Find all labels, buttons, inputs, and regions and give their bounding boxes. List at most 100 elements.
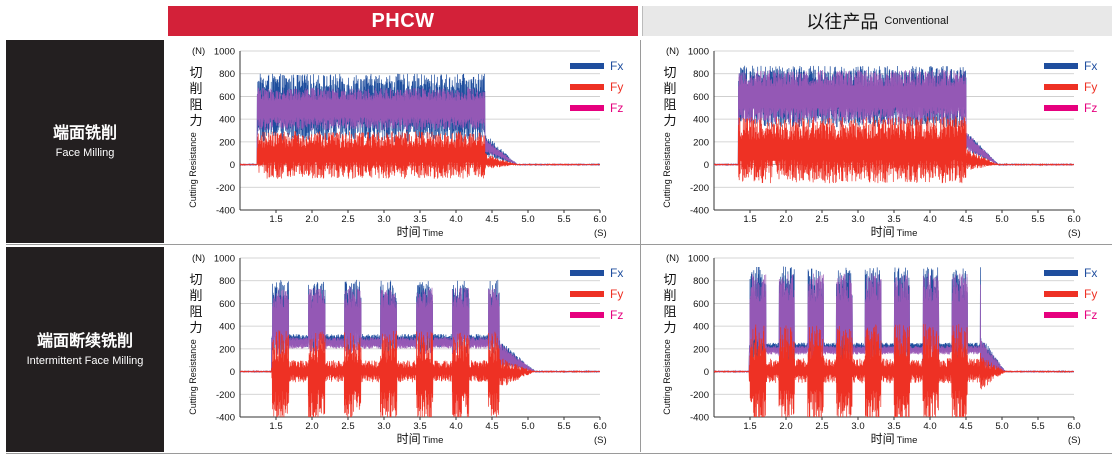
- plot-area: [714, 266, 1074, 417]
- y-label-zh-char: 切: [189, 272, 202, 287]
- plot-area: [240, 279, 600, 417]
- legend-swatch-fx: [570, 270, 604, 276]
- x-tick-label: 1.5: [743, 214, 756, 225]
- legend-label-fz: Fz: [610, 101, 623, 115]
- x-tick-label: 6.0: [593, 214, 606, 225]
- y-label-en: Cutting Resistance: [662, 339, 672, 415]
- legend-label-fz: Fz: [1084, 308, 1097, 322]
- x-tick-label: 2.0: [305, 214, 318, 225]
- legend-label-fy: Fy: [1084, 80, 1097, 94]
- x-tick-label: 4.5: [485, 421, 498, 432]
- x-unit: (S): [594, 228, 607, 239]
- chart-svg: 1000 800 600 400 200 0 -200 -400 1.5 2.0 2.5 3.0 3.5…: [662, 46, 1097, 239]
- x-tick-label: 5.0: [521, 214, 534, 225]
- column-divider: [640, 40, 641, 452]
- y-tick-label: 200: [219, 344, 235, 355]
- x-tick-label: 1.5: [269, 421, 282, 432]
- chart-conventional-intermittent: 1000 800 600 400 200 0 -200 -400 1.5 2.0 2.5 3.0 3.5…: [642, 247, 1112, 452]
- y-tick-label: 600: [219, 92, 235, 103]
- chart-phcw-face-milling: 1000 800 600 400 200 0 -200 -400 1.5 2.0 2.5 3.0 3.5…: [168, 40, 638, 243]
- y-label-zh-char: 力: [189, 113, 202, 128]
- x-label-zh: 时间: [397, 225, 421, 239]
- x-tick-label: 4.5: [959, 421, 972, 432]
- x-label: 时间 Time: [397, 225, 444, 239]
- y-tick-label: 0: [704, 160, 709, 171]
- bottom-border: [6, 453, 1112, 454]
- x-label: 时间 Time: [871, 432, 918, 446]
- series-line-fy: [714, 116, 1074, 184]
- y-tick-label: -200: [216, 183, 235, 194]
- y-tick-label: 400: [693, 115, 709, 126]
- x-tick-label: 2.5: [341, 421, 354, 432]
- y-tick-label: 0: [230, 160, 235, 171]
- y-tick-label: -400: [690, 413, 709, 424]
- plot-area: [240, 73, 600, 179]
- legend-label-fx: Fx: [610, 59, 623, 73]
- y-tick-label: 1000: [214, 254, 235, 265]
- legend-label-fx: Fx: [1084, 59, 1097, 73]
- legend-label-fx: Fx: [610, 266, 623, 280]
- legend-label-fz: Fz: [610, 308, 623, 322]
- x-tick-label: 2.0: [305, 421, 318, 432]
- legend-swatch-fx: [1044, 270, 1078, 276]
- legend-swatch-fy: [1044, 291, 1078, 297]
- y-label-zh-char: 力: [189, 320, 202, 335]
- x-tick-label: 6.0: [1067, 421, 1080, 432]
- legend-swatch-fx: [1044, 63, 1078, 69]
- y-tick-label: 200: [693, 137, 709, 148]
- x-tick-label: 4.5: [485, 214, 498, 225]
- x-label-zh: 时间: [871, 225, 895, 239]
- legend-label-fz: Fz: [1084, 101, 1097, 115]
- row-label-intermittent-face-milling: 端面断续铣削 Intermittent Face Milling: [6, 247, 164, 452]
- y-tick-label: 1000: [214, 47, 235, 58]
- x-label-zh: 时间: [871, 432, 895, 446]
- x-tick-label: 5.0: [521, 421, 534, 432]
- y-tick-label: 400: [693, 322, 709, 333]
- x-unit: (S): [1068, 435, 1081, 446]
- y-tick-label: 400: [219, 322, 235, 333]
- x-tick-label: 2.5: [815, 421, 828, 432]
- conventional-header-en: Conventional: [884, 15, 949, 27]
- legend-label-fx: Fx: [1084, 266, 1097, 280]
- x-tick-label: 2.5: [815, 214, 828, 225]
- y-label-zh-char: 削: [189, 81, 202, 96]
- y-tick-label: -200: [216, 390, 235, 401]
- y-tick-label: 200: [219, 137, 235, 148]
- y-label-en: Cutting Resistance: [188, 339, 198, 415]
- x-tick-label: 1.5: [743, 421, 756, 432]
- y-tick-label: 0: [704, 367, 709, 378]
- y-unit: (N): [192, 46, 205, 57]
- y-tick-label: -400: [216, 413, 235, 424]
- y-label-zh-char: 阻: [189, 304, 202, 319]
- row-label-en: Face Milling: [55, 146, 115, 159]
- x-tick-label: 5.5: [1031, 421, 1044, 432]
- x-tick-label: 5.5: [557, 214, 570, 225]
- x-tick-label: 3.0: [377, 214, 390, 225]
- y-label-zh-char: 削: [663, 81, 676, 96]
- y-tick-label: 0: [230, 367, 235, 378]
- chart-svg: 1000 800 600 400 200 0 -200 -400 1.5 2.0 2.5 3.0 3.5…: [662, 253, 1097, 446]
- x-tick-label: 3.5: [887, 421, 900, 432]
- series-line-fy: [714, 324, 1074, 417]
- y-label-zh-char: 力: [663, 113, 676, 128]
- y-label-en: Cutting Resistance: [662, 132, 672, 208]
- legend-swatch-fz: [570, 105, 604, 111]
- y-unit: (N): [666, 46, 679, 57]
- row-label-zh: 端面断续铣削: [36, 332, 133, 350]
- y-label-zh-char: 切: [189, 65, 202, 80]
- x-label-en: Time: [423, 228, 444, 239]
- chart-svg: 1000 800 600 400 200 0 -200 -400 1.5 2.0 2.5 3.0 3.5…: [188, 253, 623, 446]
- x-label: 时间 Time: [871, 225, 918, 239]
- series-line-fy: [240, 330, 600, 417]
- legend-label-fy: Fy: [1084, 287, 1097, 301]
- y-label-zh-char: 削: [663, 288, 676, 303]
- y-tick-label: 400: [219, 115, 235, 126]
- x-tick-label: 4.0: [923, 214, 936, 225]
- row-label-zh: 端面铣削: [52, 124, 117, 142]
- x-tick-label: 2.0: [779, 214, 792, 225]
- y-tick-label: 800: [219, 276, 235, 287]
- x-tick-label: 5.5: [557, 421, 570, 432]
- legend-swatch-fz: [1044, 312, 1078, 318]
- phcw-header: PHCW: [168, 6, 638, 36]
- x-tick-label: 4.0: [923, 421, 936, 432]
